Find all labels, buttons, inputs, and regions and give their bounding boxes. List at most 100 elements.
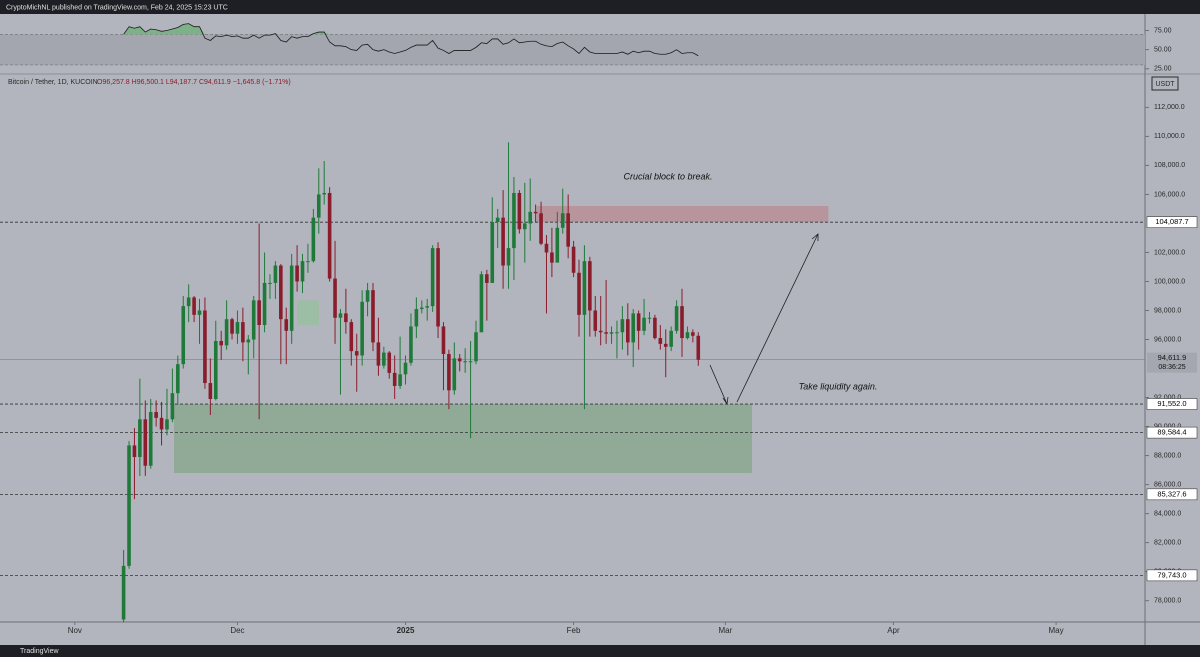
candle-body [425,306,430,308]
candle-body [235,322,240,334]
level-label-box [1146,398,1198,410]
candle-body [474,332,478,362]
y-tick-label: 100,000.0 [1154,278,1185,285]
candle-body [457,358,462,362]
candle-body [338,313,343,318]
candle-body [441,326,446,355]
candle-body [398,374,402,386]
currency-box [1151,76,1179,91]
candle-body [316,194,321,218]
candle-body [512,192,516,249]
y-tick-label: 82,000.0 [1154,539,1181,546]
candle-body [571,246,576,273]
candle-body [588,261,592,311]
candle-body [685,332,690,339]
candle-body [154,412,158,418]
annotation: Crucial block to break. [623,171,712,181]
candle-body [197,310,202,315]
candle-body [279,265,283,320]
candle-body [615,332,619,334]
candle-body [447,354,451,391]
y-tick-label: 92,000.0 [1154,394,1181,401]
candle-body [230,319,234,334]
candle-body [419,307,424,310]
candle-body [132,445,137,458]
candle-body [522,223,527,230]
candle-body [387,352,392,373]
candle-body [181,306,186,365]
candle-body [170,393,175,420]
candle-body [495,217,500,222]
candle-body [203,310,207,384]
candle-body [246,339,251,343]
candle-body [604,332,608,334]
y-tick-label: 25.00 [1154,66,1172,73]
candle-body [577,272,581,315]
x-tick-label: Dec [230,626,244,635]
candle-body [360,301,364,356]
level-label: 104,087.7 [1155,217,1188,226]
candle-body [121,565,126,620]
countdown: 08:36:25 [1158,364,1185,371]
zone [536,206,829,223]
plot: 78,000.080,000.082,000.084,000.086,000.0… [0,23,1198,635]
candle-body [506,248,511,266]
candle-body [528,211,533,224]
y-tick-label: 75.00 [1154,27,1172,34]
candle-body [143,419,148,466]
last-price-label: 94,611.9 [1158,353,1187,362]
candle-body [409,326,413,363]
candle-body [354,351,359,356]
candle-body [674,306,679,331]
candle-body [598,330,603,333]
candle-body [625,319,630,343]
candle-body [468,361,473,363]
y-tick-label: 88,000.0 [1154,452,1181,459]
level-label: 91,552.0 [1157,399,1186,408]
currency: USDT [1155,81,1175,88]
candle-body [658,338,663,344]
y-tick-label: 50.00 [1154,47,1172,54]
candle-body [647,317,652,319]
candle-body [631,313,636,343]
candle-body [273,265,278,283]
candles [121,142,701,623]
candle-body [213,340,218,399]
candle-body [186,297,191,307]
candle-body [333,278,337,318]
x-tick-label: May [1049,626,1064,635]
candle-body [414,309,419,327]
footer-bar [0,645,1200,657]
footer-text: TradingView [20,648,59,655]
zone [174,404,752,473]
candle-body [680,306,684,339]
x-tick-label: Nov [68,626,82,635]
y-tick-label: 110,000.0 [1154,133,1185,140]
level-label: 79,743.0 [1157,570,1186,579]
candle-body [284,319,289,331]
candle-body [582,261,587,315]
candle-body [560,213,565,228]
candle-body [642,317,646,331]
zone [297,300,319,326]
overbought-fill [123,23,699,35]
candle-body [376,342,381,366]
candle-body [463,361,467,363]
arrow [736,233,819,403]
x-tick-label: 2025 [397,626,415,635]
candle-body [430,248,435,307]
candle-body [533,211,538,214]
candle-body [138,419,142,458]
candle-body [691,332,695,336]
header-bar [0,0,1200,14]
level-label-box [1146,216,1198,228]
y-tick-label: 108,000.0 [1154,162,1185,169]
candle-body [300,261,305,282]
y-tick-label: 84,000.0 [1154,510,1181,517]
header-text: CryptoMichNL published on TradingView.co… [6,4,228,11]
candle-body [306,261,310,263]
candle-body [517,192,522,230]
candle-body [636,313,641,331]
